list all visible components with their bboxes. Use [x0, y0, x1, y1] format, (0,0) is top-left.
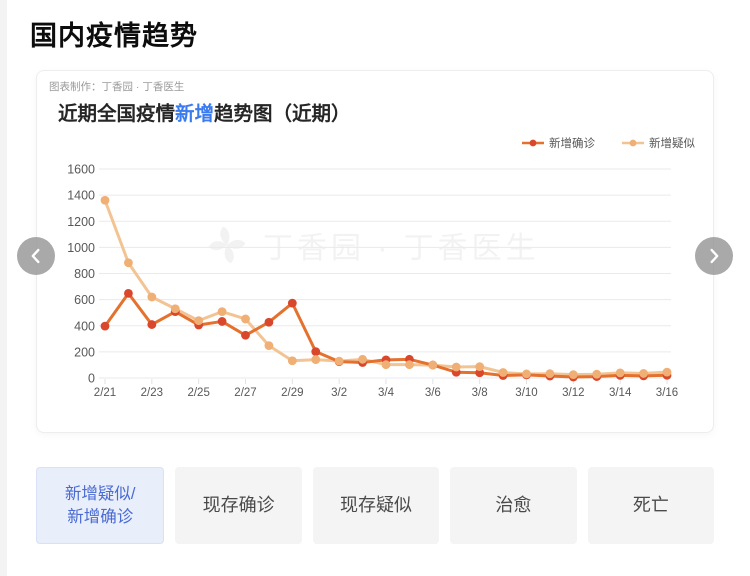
tab-cured[interactable]: 治愈: [450, 467, 577, 544]
tab-label: 现存确诊: [202, 495, 275, 516]
data-point-新增疑似: [358, 354, 367, 364]
tab-label-line1: 新增疑似/: [64, 485, 136, 504]
data-point-新增疑似: [451, 362, 461, 372]
data-point-新增疑似: [147, 292, 157, 302]
tab-label: 现存疑似: [340, 495, 413, 516]
y-axis-tick-label: 400: [74, 319, 95, 333]
data-point-新增疑似: [100, 195, 110, 205]
data-point-新增疑似: [241, 314, 250, 324]
x-axis-tick-label: 3/2: [331, 387, 347, 399]
y-axis-tick-label: 1000: [67, 241, 95, 255]
x-axis-tick-label: 2/27: [234, 387, 256, 399]
legend-item-新增疑似[interactable]: 新增疑似: [621, 135, 695, 151]
y-axis-tick-label: 200: [74, 345, 95, 359]
data-point-新增疑似: [498, 368, 508, 377]
data-point-新增确诊: [264, 317, 274, 327]
tab-label: 死亡: [632, 495, 669, 516]
data-point-新增疑似: [170, 304, 180, 314]
series-line-新增疑似: [103, 198, 669, 377]
x-axis-tick-label: 2/29: [281, 387, 303, 399]
x-axis-tick-label: 3/12: [562, 387, 584, 399]
data-point-新增疑似: [124, 258, 133, 268]
data-point-新增确诊: [475, 368, 485, 378]
data-point-新增疑似: [615, 368, 625, 378]
x-axis-tick-label: 2/23: [141, 387, 163, 399]
chart-title-suffix: 趋势图（近期）: [214, 103, 351, 125]
x-axis-tick-label: 3/14: [609, 387, 632, 399]
tab-deaths[interactable]: 死亡: [587, 467, 715, 544]
data-point-新增疑似: [475, 362, 485, 372]
data-point-新增疑似: [428, 360, 438, 370]
x-axis-tick-label: 2/21: [94, 387, 116, 399]
tab-label: 治愈: [495, 495, 532, 516]
data-point-新增确诊: [287, 298, 297, 308]
carousel-prev-button[interactable]: [17, 237, 55, 275]
y-axis-tick-label: 1200: [67, 215, 95, 229]
x-axis-tick-label: 3/10: [515, 387, 537, 399]
x-axis-tick-label: 3/8: [472, 387, 488, 399]
data-point-新增确诊: [311, 347, 321, 357]
chart-legend: 新增确诊 新增疑似: [521, 135, 695, 151]
chart-tabs: 新增疑似/ 新增确诊 现存确诊 现存疑似 治愈 死亡: [36, 467, 715, 544]
chart-title: 近期全国疫情新增趋势图（近期）: [58, 97, 351, 126]
chevron-right-icon: [710, 248, 719, 264]
page-left-edge: [0, 0, 7, 576]
data-point-新增疑似: [194, 316, 204, 326]
data-point-新增疑似: [522, 369, 531, 379]
tab-current-suspected[interactable]: 现存疑似: [312, 467, 440, 544]
chart-title-prefix: 近期全国疫情: [58, 103, 176, 125]
data-point-新增疑似: [662, 367, 672, 377]
y-axis-tick-label: 1400: [67, 189, 95, 203]
data-point-新增疑似: [592, 369, 602, 379]
data-point-新增确诊: [217, 317, 227, 326]
chevron-left-icon: [31, 248, 40, 264]
data-point-新增疑似: [311, 355, 321, 364]
x-axis-tick-label: 3/16: [656, 387, 678, 399]
x-axis-tick-label: 3/6: [425, 387, 441, 399]
x-axis-tick-label: 3/4: [378, 387, 395, 399]
data-point-新增疑似: [545, 369, 555, 379]
y-axis-tick-label: 1600: [67, 163, 95, 177]
legend-label: 新增疑似: [649, 138, 695, 150]
data-point-新增疑似: [568, 370, 578, 380]
data-point-新增疑似: [287, 356, 297, 366]
chart-title-highlight: 新增: [175, 103, 215, 125]
y-axis-tick-label: 0: [88, 372, 95, 386]
data-point-新增疑似: [405, 360, 414, 370]
carousel-next-button[interactable]: [695, 237, 733, 275]
data-point-新增确诊: [100, 321, 110, 331]
data-point-新增疑似: [217, 307, 227, 317]
data-point-新增确诊: [241, 330, 250, 340]
data-point-新增疑似: [639, 369, 648, 378]
tab-new-suspected-new-confirmed[interactable]: 新增疑似/ 新增确诊: [36, 467, 165, 544]
chart-card: 图表制作：丁香园 · 丁香医生 近期全国疫情新增趋势图（近期） 新增确诊 新增疑似…: [36, 70, 714, 433]
y-axis-tick-label: 600: [74, 293, 95, 307]
chart-credit: 图表制作：丁香园 · 丁香医生: [49, 81, 185, 93]
data-point-新增疑似: [381, 360, 391, 370]
y-axis-tick-label: 800: [74, 267, 95, 281]
page-title: 国内疫情趋势: [30, 21, 198, 51]
tab-label-line2: 新增确诊: [67, 507, 134, 526]
data-point-新增确诊: [147, 320, 157, 329]
legend-marker-icon: [522, 139, 544, 147]
data-point-新增疑似: [264, 341, 274, 351]
x-axis-tick-label: 2/25: [187, 387, 209, 399]
legend-item-新增确诊[interactable]: 新增确诊: [521, 135, 595, 151]
legend-marker-icon: [622, 139, 644, 147]
tab-current-confirmed[interactable]: 现存确诊: [175, 467, 302, 544]
data-point-新增疑似: [334, 356, 344, 366]
data-point-新增确诊: [124, 288, 133, 298]
legend-label: 新增确诊: [549, 138, 595, 150]
trend-line-chart: 0 200 400 600 800 1000 1200 1400 1600 2/21 2/23 2/2…: [67, 163, 678, 400]
